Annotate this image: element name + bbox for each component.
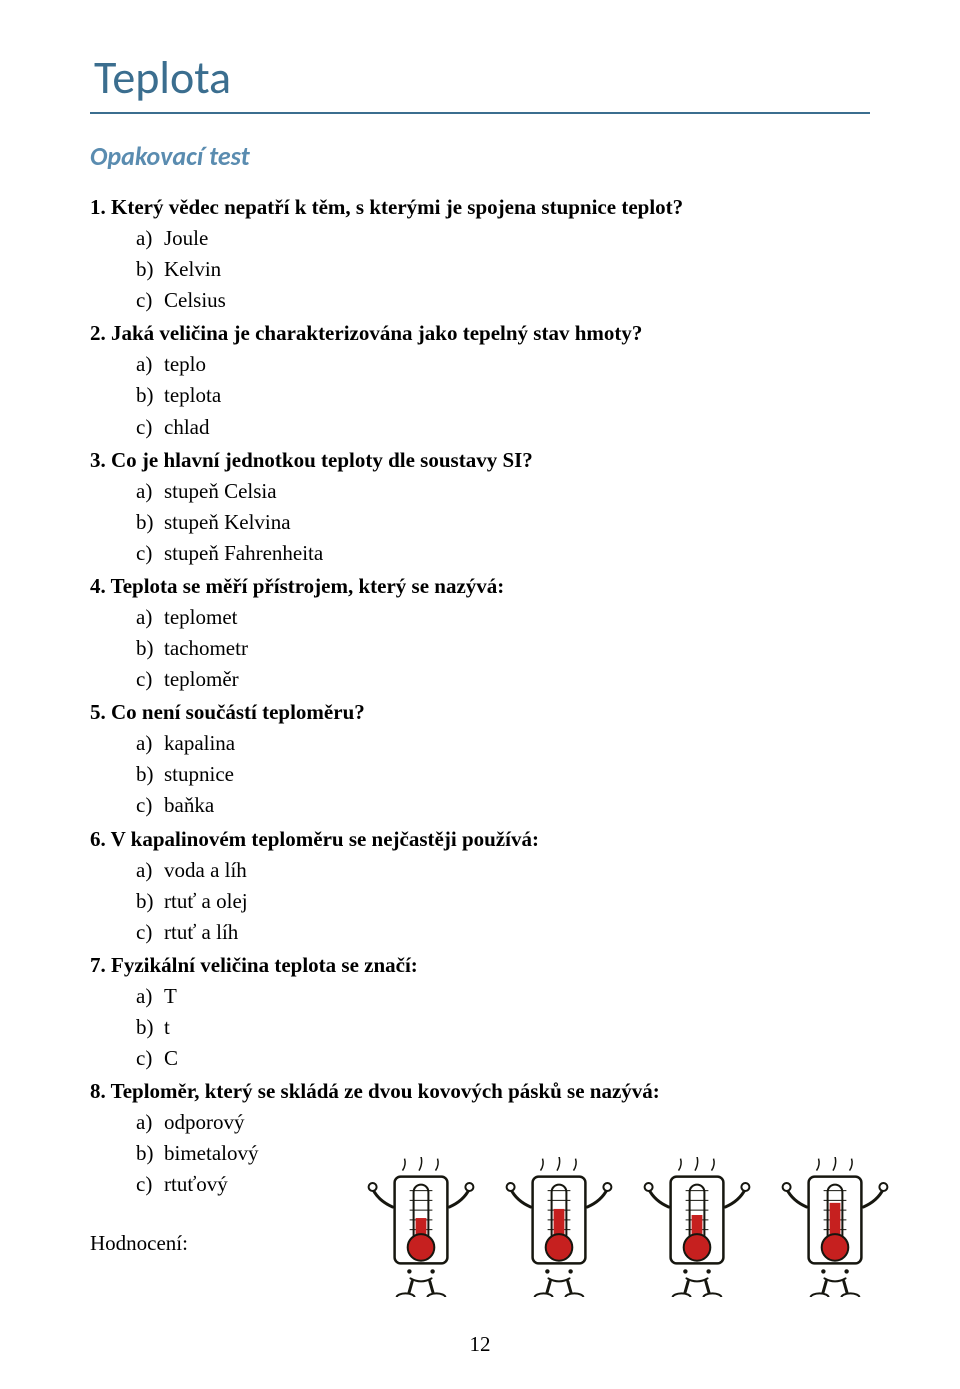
option-mark: a) <box>136 728 164 759</box>
question-list: 1. Který vědec nepatří k těm, s kterými … <box>90 192 870 1201</box>
option-label: voda a líh <box>164 858 247 882</box>
option-2-a: a)teplo <box>136 349 870 380</box>
option-6-c: c)rtuť a líh <box>136 917 870 948</box>
option-7-c: c)C <box>136 1043 870 1074</box>
option-mark: b) <box>136 633 164 664</box>
page: Teplota Opakovací test 1. Který vědec ne… <box>0 0 960 1389</box>
thermometer-figures <box>366 1157 890 1297</box>
option-label: stupeň Fahrenheita <box>164 541 323 565</box>
option-mark: a) <box>136 476 164 507</box>
option-label: C <box>164 1046 178 1070</box>
option-3-c: c)stupeň Fahrenheita <box>136 538 870 569</box>
option-mark: c) <box>136 285 164 316</box>
option-mark: a) <box>136 981 164 1012</box>
option-1-c: c)Celsius <box>136 285 870 316</box>
option-3-b: b)stupeň Kelvina <box>136 507 870 538</box>
question-8: 8. Teploměr, který se skládá ze dvou kov… <box>90 1076 870 1107</box>
question-1: 1. Který vědec nepatří k těm, s kterými … <box>90 192 870 223</box>
option-label: Kelvin <box>164 257 221 281</box>
option-mark: c) <box>136 538 164 569</box>
option-label: stupeň Kelvina <box>164 510 291 534</box>
question-5: 5. Co není součástí teploměru? <box>90 697 870 728</box>
option-label: Celsius <box>164 288 226 312</box>
option-mark: c) <box>136 412 164 443</box>
thermometer-icon <box>366 1157 476 1297</box>
options-4: a)teplometb)tachometrc)teploměr <box>90 602 870 695</box>
option-mark: b) <box>136 1012 164 1043</box>
options-6: a)voda a líhb)rtuť a olejc)rtuť a líh <box>90 855 870 948</box>
option-mark: a) <box>136 223 164 254</box>
option-label: stupnice <box>164 762 234 786</box>
option-mark: c) <box>136 917 164 948</box>
option-label: bimetalový <box>164 1141 258 1165</box>
option-label: chlad <box>164 415 209 439</box>
option-mark: a) <box>136 1107 164 1138</box>
option-5-b: b)stupnice <box>136 759 870 790</box>
option-label: tachometr <box>164 636 248 660</box>
option-label: kapalina <box>164 731 235 755</box>
option-label: teploměr <box>164 667 239 691</box>
option-3-a: a)stupeň Celsia <box>136 476 870 507</box>
options-5: a)kapalinab)stupnicec)baňka <box>90 728 870 821</box>
option-mark: b) <box>136 759 164 790</box>
option-1-b: b)Kelvin <box>136 254 870 285</box>
option-5-c: c)baňka <box>136 790 870 821</box>
page-title: Teplota <box>90 50 870 106</box>
option-2-c: c)chlad <box>136 412 870 443</box>
options-1: a)Jouleb)Kelvinc)Celsius <box>90 223 870 316</box>
subtitle: Opakovací test <box>90 140 870 172</box>
question-3: 3. Co je hlavní jednotkou teploty dle so… <box>90 445 870 476</box>
option-label: rtuť a líh <box>164 920 238 944</box>
option-mark: a) <box>136 855 164 886</box>
option-5-a: a)kapalina <box>136 728 870 759</box>
option-mark: b) <box>136 1138 164 1169</box>
title-rule <box>90 112 870 114</box>
option-8-a: a)odporový <box>136 1107 870 1138</box>
options-3: a)stupeň Celsiab)stupeň Kelvinac)stupeň … <box>90 476 870 569</box>
thermometer-icon <box>504 1157 614 1297</box>
option-mark: a) <box>136 349 164 380</box>
question-7: 7. Fyzikální veličina teplota se značí: <box>90 950 870 981</box>
option-4-c: c)teploměr <box>136 664 870 695</box>
option-1-a: a)Joule <box>136 223 870 254</box>
page-number: 12 <box>0 1332 960 1357</box>
option-label: teplo <box>164 352 206 376</box>
option-label: teplomet <box>164 605 237 629</box>
option-label: T <box>164 984 177 1008</box>
option-mark: b) <box>136 886 164 917</box>
option-mark: c) <box>136 664 164 695</box>
option-mark: c) <box>136 790 164 821</box>
question-6: 6. V kapalinovém teploměru se nejčastěji… <box>90 824 870 855</box>
question-2: 2. Jaká veličina je charakterizována jak… <box>90 318 870 349</box>
option-2-b: b)teplota <box>136 380 870 411</box>
option-mark: c) <box>136 1043 164 1074</box>
option-mark: b) <box>136 507 164 538</box>
option-mark: c) <box>136 1169 164 1200</box>
options-2: a)teplob)teplotac)chlad <box>90 349 870 442</box>
option-mark: a) <box>136 602 164 633</box>
thermometer-icon <box>780 1157 890 1297</box>
option-label: rtuť a olej <box>164 889 248 913</box>
option-label: stupeň Celsia <box>164 479 277 503</box>
option-7-b: b)t <box>136 1012 870 1043</box>
option-label: odporový <box>164 1110 245 1134</box>
option-6-b: b)rtuť a olej <box>136 886 870 917</box>
question-4: 4. Teplota se měří přístrojem, který se … <box>90 571 870 602</box>
thermometer-icon <box>642 1157 752 1297</box>
option-6-a: a)voda a líh <box>136 855 870 886</box>
option-mark: b) <box>136 254 164 285</box>
option-label: t <box>164 1015 170 1039</box>
options-7: a)Tb)tc)C <box>90 981 870 1074</box>
option-label: teplota <box>164 383 221 407</box>
option-label: Joule <box>164 226 208 250</box>
option-label: baňka <box>164 793 214 817</box>
option-4-a: a)teplomet <box>136 602 870 633</box>
option-mark: b) <box>136 380 164 411</box>
option-7-a: a)T <box>136 981 870 1012</box>
option-4-b: b)tachometr <box>136 633 870 664</box>
option-label: rtuťový <box>164 1172 228 1196</box>
